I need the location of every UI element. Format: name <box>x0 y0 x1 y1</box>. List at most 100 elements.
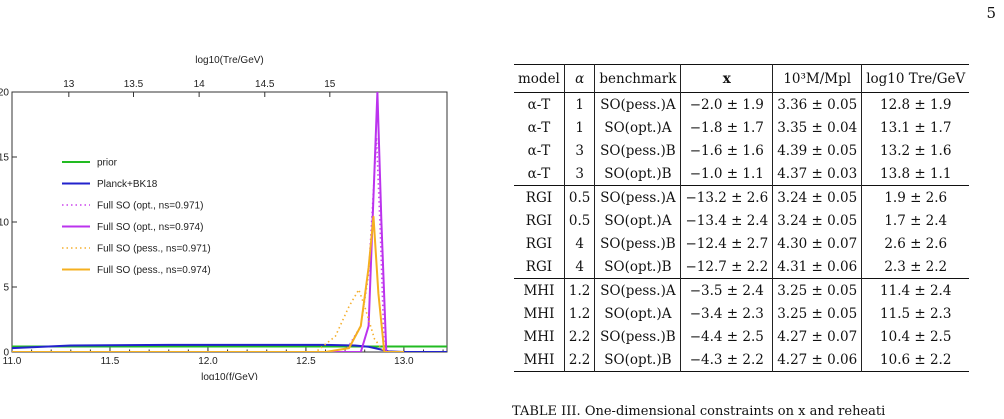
col-header-reheating: log10 Tre/GeV <box>866 70 966 87</box>
cell-benchmark: SO(opt.)B <box>594 162 682 186</box>
table-row: RGI 0.5 SO(pess.)A −13.2 ± 2.6 3.24 ± 0.05 1.… <box>514 185 969 209</box>
x-tick-label: 11.0 <box>3 356 22 367</box>
cell-alpha: 0.5 <box>564 209 596 232</box>
y-tick-label: 10 <box>0 218 9 229</box>
cell-benchmark: SO(opt.)A <box>594 302 682 325</box>
top-tick-label: 13.5 <box>124 79 144 90</box>
cell-x: −12.4 ± 2.7 <box>680 232 774 255</box>
cell-benchmark: SO(opt.)B <box>594 255 682 279</box>
legend-label: Full SO (pess., ns=0.971) <box>97 244 211 255</box>
cell-mass: 3.24 ± 0.05 <box>772 209 863 232</box>
cell-mass: 4.30 ± 0.07 <box>772 232 863 255</box>
cell-reheating: 2.3 ± 2.2 <box>884 258 948 275</box>
cell-alpha: 1.2 <box>564 302 596 325</box>
cell-reheating: 1.7 ± 2.4 <box>884 212 948 229</box>
cell-model: RGI <box>514 185 565 209</box>
table-row: α-T 3 SO(pess.)B −1.6 ± 1.6 4.39 ± 0.05 13.2 … <box>514 139 969 162</box>
cell-reheating: 11.4 ± 2.4 <box>880 282 952 299</box>
cell-x: −13.2 ± 2.6 <box>680 185 774 209</box>
cell-x: −1.0 ± 1.1 <box>680 162 774 186</box>
cell-model: α-T <box>514 92 565 116</box>
table-group: α-T 1 SO(pess.)A −2.0 ± 1.9 3.36 ± 0.05 12.8 … <box>514 92 970 186</box>
series-line-4 <box>12 92 404 352</box>
cell-model: RGI <box>514 255 565 279</box>
cell-reheating: 13.8 ± 1.1 <box>880 165 952 182</box>
cell-benchmark: SO(opt.)A <box>594 209 682 232</box>
y-tick-label: 0 <box>3 348 9 359</box>
table-row: RGI 4 SO(opt.)B −12.7 ± 2.2 4.31 ± 0.06 2.3 ±… <box>514 255 969 279</box>
posterior-chart: 11.0 11.5 12.0 12.5 13.0 0 5 10 15 20 13 13.5 14 14.5… <box>0 55 448 380</box>
cell-alpha: 3 <box>564 139 596 162</box>
cell-mass: 3.36 ± 0.05 <box>772 92 863 116</box>
cell-reheating: 13.1 ± 1.7 <box>880 119 952 136</box>
y-tick-label: 20 <box>0 88 9 99</box>
table-row: α-T 1 SO(opt.)A −1.8 ± 1.7 3.35 ± 0.04 13.1 ±… <box>514 116 969 139</box>
cell-mass: 3.35 ± 0.04 <box>772 116 863 139</box>
top-tick-label: 14 <box>194 79 206 90</box>
legend-label: prior <box>97 158 118 169</box>
legend-label: Full SO (opt., ns=0.971) <box>97 201 203 212</box>
cell-alpha: 4 <box>564 232 596 255</box>
cell-reheating: 1.9 ± 2.6 <box>884 189 948 206</box>
cell-benchmark: SO(opt.)A <box>594 116 682 139</box>
cell-benchmark: SO(pess.)A <box>594 185 682 209</box>
cell-alpha: 2.2 <box>564 348 596 372</box>
top-tick-label: 14.5 <box>255 79 275 90</box>
x-tick-label: 13.0 <box>394 356 414 367</box>
cell-alpha: 1 <box>564 92 596 116</box>
table-row: MHI 2.2 SO(opt.)B −4.3 ± 2.2 4.27 ± 0.06 10.6… <box>514 348 969 372</box>
table-row: MHI 2.2 SO(pess.)B −4.4 ± 2.5 4.27 ± 0.07 10.… <box>514 325 969 348</box>
cell-benchmark: SO(opt.)B <box>594 348 682 372</box>
legend-label: Full SO (pess., ns=0.974) <box>97 265 211 276</box>
cell-mass: 3.25 ± 0.05 <box>772 278 863 302</box>
cell-x: −1.8 ± 1.7 <box>680 116 774 139</box>
cell-x: −1.6 ± 1.6 <box>680 139 774 162</box>
x-tick-label: 12.5 <box>296 356 316 367</box>
cell-model: α-T <box>514 116 565 139</box>
table-row: RGI 0.5 SO(opt.)A −13.4 ± 2.4 3.24 ± 0.05 1.7… <box>514 209 969 232</box>
series-line-6 <box>12 215 404 352</box>
table-caption: TABLE III. One-dimensional constraints o… <box>512 404 886 419</box>
table-row: RGI 4 SO(pess.)B −12.4 ± 2.7 4.30 ± 0.07 2.6 … <box>514 232 969 255</box>
cell-benchmark: SO(pess.)A <box>594 278 682 302</box>
cell-x: −12.7 ± 2.2 <box>680 255 774 279</box>
cell-x: −3.5 ± 2.4 <box>680 278 774 302</box>
cell-x: −13.4 ± 2.4 <box>680 209 774 232</box>
table-row: MHI 1.2 SO(pess.)A −3.5 ± 2.4 3.25 ± 0.05 11.… <box>514 278 969 302</box>
cell-model: α-T <box>514 139 565 162</box>
cell-model: α-T <box>514 162 565 186</box>
cell-x: −4.3 ± 2.2 <box>680 348 774 372</box>
cell-reheating: 2.6 ± 2.6 <box>884 235 948 252</box>
legend-label: Planck+BK18 <box>97 179 158 190</box>
cell-mass: 4.39 ± 0.05 <box>772 139 863 162</box>
cell-x: −4.4 ± 2.5 <box>680 325 774 348</box>
cell-alpha: 1.2 <box>564 278 596 302</box>
col-header-benchmark: benchmark <box>594 64 682 93</box>
table-row: α-T 3 SO(opt.)B −1.0 ± 1.1 4.37 ± 0.03 13.8 ±… <box>514 162 969 186</box>
page-number: 5 <box>986 4 996 22</box>
col-header-mass: 10³M/Mpl <box>772 64 863 93</box>
cell-alpha: 0.5 <box>564 185 596 209</box>
cell-mass: 4.37 ± 0.03 <box>772 162 863 186</box>
cell-mass: 4.27 ± 0.07 <box>772 325 863 348</box>
table-row: MHI 1.2 SO(opt.)A −3.4 ± 2.3 3.25 ± 0.05 11.5… <box>514 302 969 325</box>
series-line-5 <box>12 288 404 352</box>
cell-x: −2.0 ± 1.9 <box>680 92 774 116</box>
cell-benchmark: SO(pess.)B <box>594 139 682 162</box>
top-axis-label: log10(Tre/GeV) <box>195 55 264 66</box>
x-tick-label: 11.5 <box>101 356 120 367</box>
legend-label: Full SO (opt., ns=0.974) <box>97 222 203 233</box>
cell-model: RGI <box>514 232 565 255</box>
cell-benchmark: SO(pess.)B <box>594 325 682 348</box>
cell-reheating: 10.4 ± 2.5 <box>880 328 952 345</box>
table-group: MHI 1.2 SO(pess.)A −3.5 ± 2.4 3.25 ± 0.05 11.… <box>514 278 970 372</box>
table-group: RGI 0.5 SO(pess.)A −13.2 ± 2.6 3.24 ± 0.05 1.… <box>514 185 970 279</box>
y-tick-label: 15 <box>0 153 9 164</box>
cell-mass: 4.31 ± 0.06 <box>772 255 863 279</box>
cell-model: MHI <box>514 325 565 348</box>
x-axis-label: log10(f/GeV) <box>201 372 258 380</box>
cell-mass: 4.27 ± 0.06 <box>772 348 863 372</box>
cell-benchmark: SO(pess.)B <box>594 232 682 255</box>
cell-alpha: 4 <box>564 255 596 279</box>
col-header-alpha: α <box>564 64 596 93</box>
